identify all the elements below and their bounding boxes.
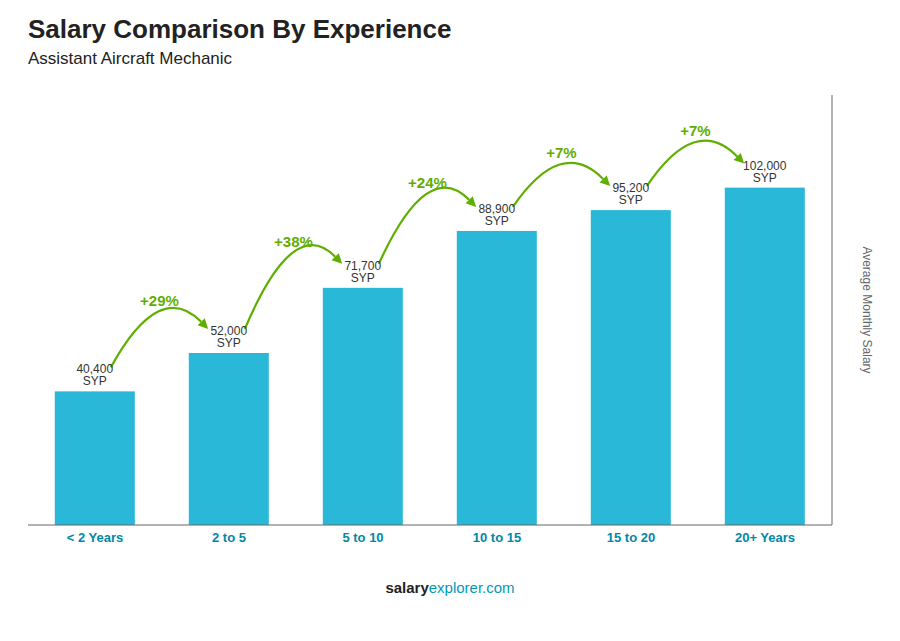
svg-text:71,700SYP: 71,700SYP: [344, 259, 381, 285]
svg-text:+29%: +29%: [140, 292, 179, 309]
html-text:Salary Comparison By Experienc: Salary Comparison By Experience: [28, 14, 452, 44]
svg-text:Average Monthly Salary: Average Monthly Salary: [860, 246, 874, 373]
svg-text:40,400SYP: 40,400SYP: [76, 362, 113, 388]
svg-text:95,200SYP: 95,200SYP: [612, 181, 649, 207]
svg-text:5 to 10: 5 to 10: [342, 530, 383, 545]
svg-text:< 2 Years: < 2 Years: [67, 530, 124, 545]
svg-text:20+ Years: 20+ Years: [735, 530, 795, 545]
svg-text:+7%: +7%: [680, 122, 710, 139]
svg-text:88,900SYP: 88,900SYP: [478, 202, 515, 228]
svg-text:+24%: +24%: [408, 174, 447, 191]
svg-text:2 to 5: 2 to 5: [212, 530, 246, 545]
html-text:salary explorer.com: salary explorer.com: [385, 579, 515, 596]
svg-text:+38%: +38%: [274, 233, 313, 250]
svg-text:52,000SYP: 52,000SYP: [210, 324, 247, 350]
svg-text:10 to 15: 10 to 15: [473, 530, 521, 545]
svg-text:102,000SYP: 102,000SYP: [743, 159, 787, 185]
html-text:Assistant Aircraft Mechanic: Assistant Aircraft Mechanic: [28, 49, 233, 68]
svg-text:15 to 20: 15 to 20: [607, 530, 655, 545]
svg-text:+7%: +7%: [546, 144, 576, 161]
